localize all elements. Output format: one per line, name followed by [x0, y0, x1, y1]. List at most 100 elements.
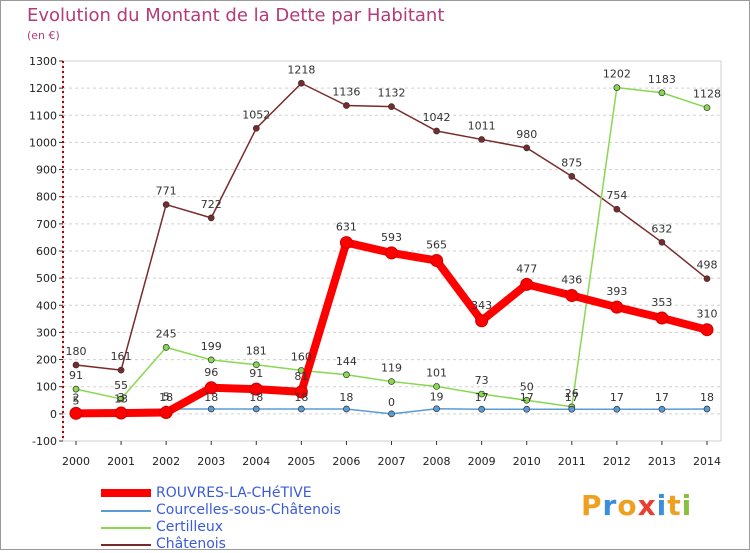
x-tick-label: 2013 [648, 455, 676, 468]
data-point [658, 405, 666, 413]
data-label: 1218 [287, 63, 315, 76]
y-tick-label: 0 [50, 408, 57, 421]
data-point [523, 405, 531, 413]
data-label: 722 [201, 198, 222, 211]
y-tick-label: 400 [36, 299, 57, 312]
data-label: 593 [381, 231, 402, 244]
data-point [207, 214, 215, 222]
data-point [613, 205, 621, 213]
data-label: 91 [69, 369, 83, 382]
data-label: 1011 [468, 119, 496, 132]
y-tick-label: 1300 [29, 55, 57, 68]
data-point [568, 405, 576, 413]
data-point [703, 405, 711, 413]
legend-label-chatenois: Châtenois [156, 536, 226, 552]
data-label: 754 [606, 189, 627, 202]
y-tick-label: 100 [36, 381, 57, 394]
data-point [523, 396, 531, 404]
data-label: 199 [201, 340, 222, 353]
logo-letter: r [602, 489, 618, 522]
data-label: 101 [426, 366, 447, 379]
data-point [294, 385, 308, 399]
data-point [207, 356, 215, 364]
data-point [610, 300, 624, 314]
data-point [159, 406, 173, 419]
data-label: 980 [516, 128, 537, 141]
data-label: 160 [291, 350, 312, 363]
legend-swatch-certilleux [101, 527, 151, 529]
data-point [520, 277, 534, 291]
data-point [343, 102, 350, 109]
data-label: 1128 [693, 88, 721, 101]
data-point [162, 201, 170, 208]
x-tick-label: 2008 [423, 455, 451, 468]
proxiti-logo: Proxiti [581, 489, 692, 522]
y-tick-label: 1100 [29, 109, 57, 122]
data-point [478, 390, 485, 398]
data-label: 1202 [603, 68, 631, 81]
data-point [72, 361, 80, 369]
x-tick-label: 2012 [603, 455, 631, 468]
logo-letter: o [617, 489, 638, 522]
data-point [207, 405, 215, 413]
x-tick-label: 2001 [107, 455, 135, 468]
data-label: 436 [561, 274, 582, 287]
data-point [339, 236, 353, 250]
y-tick-label: 1000 [29, 136, 57, 149]
data-label: 13 [114, 392, 128, 405]
data-point [204, 381, 218, 395]
data-label: 19 [430, 391, 444, 404]
data-label: 17 [565, 391, 579, 404]
data-label: 17 [610, 391, 624, 404]
data-point [478, 136, 485, 143]
logo-letter: i [681, 489, 693, 522]
data-point [433, 383, 440, 390]
data-point [388, 410, 395, 418]
data-point [433, 127, 440, 135]
data-label: 343 [471, 299, 492, 312]
data-label: 245 [156, 327, 177, 340]
data-label: 17 [475, 391, 489, 404]
data-point [343, 371, 350, 379]
data-point [658, 89, 666, 97]
data-label: 3 [118, 391, 125, 404]
data-point [613, 84, 621, 91]
data-label: 632 [651, 222, 672, 235]
x-tick-label: 2003 [197, 455, 225, 468]
legend-swatch-courcelles [101, 510, 151, 512]
data-label: 50 [520, 380, 534, 393]
logo-letter: x [637, 489, 657, 522]
data-label: 1042 [423, 111, 451, 124]
y-tick-label: 600 [36, 245, 57, 258]
legend-label-courcelles: Courcelles-sous-Châtenois [156, 502, 341, 518]
chart-subtitle: (en €) [27, 29, 60, 42]
y-tick-label: 900 [36, 164, 57, 177]
data-point [703, 104, 711, 112]
data-label: 26 [565, 387, 579, 400]
data-point [613, 405, 621, 413]
data-label: 180 [66, 345, 87, 358]
x-tick-label: 2005 [287, 455, 315, 468]
data-label: 1183 [648, 73, 676, 86]
data-label: 181 [246, 345, 267, 358]
x-tick-label: 2007 [378, 455, 406, 468]
x-tick-label: 2014 [693, 455, 721, 468]
y-tick-label: 200 [36, 354, 57, 367]
data-point [388, 378, 395, 385]
data-point [343, 405, 350, 413]
legend-label-rouvres: ROUVRES-LA-CHéTIVE [156, 485, 312, 501]
data-point [117, 366, 125, 374]
data-label: 96 [204, 366, 218, 379]
x-tick-label: 2002 [152, 455, 180, 468]
data-label: 18 [159, 391, 173, 404]
data-point [298, 79, 305, 87]
data-label: 5 [73, 395, 80, 408]
logo-letter: P [581, 489, 603, 522]
x-tick-label: 2009 [468, 455, 496, 468]
data-label: 55 [114, 379, 128, 392]
data-point [655, 311, 669, 325]
legend-swatch-chatenois [101, 544, 151, 546]
logo-letter: t [667, 489, 682, 522]
data-point [117, 395, 125, 403]
